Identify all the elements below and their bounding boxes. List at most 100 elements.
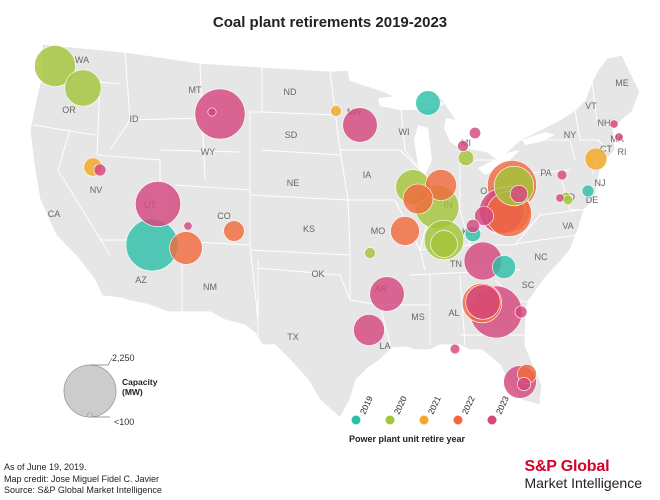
plant-bubble-la-2023	[353, 314, 385, 346]
size-legend-min-label: <100	[114, 417, 134, 427]
state-label-ia: IA	[363, 170, 372, 180]
state-label-ms: MS	[411, 312, 425, 322]
plant-bubble-ar-2023	[369, 276, 405, 312]
state-label-ca: CA	[48, 209, 61, 219]
plant-bubble-co-2022	[223, 220, 245, 242]
footnotes: As of June 19, 2019. Map credit: Jose Mi…	[4, 462, 162, 497]
state-label-nc: NC	[535, 252, 548, 262]
state-label-pa: PA	[540, 168, 551, 178]
plant-bubble-ky-2023	[465, 219, 480, 234]
plant-bubble-fl-2023	[516, 376, 531, 391]
size-legend-min-circle	[87, 412, 93, 418]
year-swatch-2019	[351, 415, 361, 425]
state-label-la: LA	[379, 341, 390, 351]
plant-bubbles	[34, 45, 624, 399]
state-label-va: VA	[562, 221, 573, 231]
footnote-source: Source: S&P Global Market Intelligence	[4, 485, 162, 495]
plant-bubble-mo-2022	[390, 216, 420, 246]
plant-bubble-mo-2020	[364, 247, 376, 259]
size-legend: 2,250 <100 Capacity (MW)	[63, 353, 160, 427]
plant-bubble-tn-2019	[492, 255, 516, 279]
color-legend-title: Power plant unit retire year	[349, 434, 466, 444]
year-label-2023: 2023	[494, 394, 511, 416]
plant-bubble-md-2023	[555, 193, 565, 203]
state-label-or: OR	[62, 105, 76, 115]
state-label-mt: MT	[189, 85, 202, 95]
size-legend-title-line1: Capacity	[122, 377, 158, 387]
plant-bubble-al-2023	[449, 343, 461, 355]
plant-bubble-wv-2023	[509, 185, 528, 204]
year-label-2020: 2020	[392, 394, 409, 416]
plant-bubble-pa-2023	[556, 169, 568, 181]
plant-bubble-ma-2023	[614, 132, 624, 142]
state-label-vt: VT	[585, 101, 597, 111]
state-label-nd: ND	[284, 87, 297, 97]
state-label-nv: NV	[90, 185, 103, 195]
year-label-2022: 2022	[460, 394, 477, 416]
year-swatch-2020	[385, 415, 395, 425]
year-swatch-2023	[487, 415, 497, 425]
plant-bubble-nh-2023	[609, 119, 619, 129]
plant-bubble-nv-2023	[93, 163, 107, 177]
size-legend-leader-max	[90, 357, 113, 366]
state-label-ri: RI	[618, 147, 627, 157]
state-label-id: ID	[130, 114, 140, 124]
plant-bubble-mi-2020	[457, 149, 475, 167]
footnote-date: As of June 19, 2019.	[4, 462, 87, 472]
plant-bubble-oh-2023	[474, 206, 494, 226]
state-label-ne: NE	[287, 178, 300, 188]
state-label-de: DE	[586, 195, 599, 205]
state-label-wa: WA	[75, 55, 89, 65]
state-label-oh: OH	[480, 186, 494, 196]
state-label-co: CO	[217, 211, 231, 221]
plant-bubble-wa-2020	[64, 69, 102, 107]
brand-name: S&P Global	[524, 458, 610, 475]
plant-bubble-mi-2023	[457, 140, 469, 152]
plant-bubble-ut-2023	[135, 181, 181, 227]
state-label-wi: WI	[399, 127, 410, 137]
state-label-nm: NM	[203, 282, 217, 292]
size-legend-title-line2: (MW)	[122, 387, 143, 397]
state-label-ok: OK	[311, 269, 324, 279]
plant-bubble-md-2020	[562, 194, 574, 206]
size-legend-title: Capacity (MW)	[122, 377, 160, 397]
map-title: Coal plant retirements 2019-2023	[212, 14, 448, 31]
state-label-ny: NY	[564, 130, 577, 140]
year-swatch-2022	[453, 415, 463, 425]
plant-bubble-wa-2020	[34, 45, 76, 87]
brand-division: Market Intelligence	[524, 475, 642, 491]
state-label-tx: TX	[287, 332, 299, 342]
state-label-sd: SD	[285, 130, 298, 140]
state-label-ks: KS	[303, 224, 315, 234]
plant-bubble-mi-2019	[415, 90, 441, 116]
plant-bubble-nm-2022	[169, 231, 203, 265]
plant-bubble-nj-2021	[584, 147, 608, 171]
plant-bubble-de-2019	[581, 184, 595, 198]
year-label-2019: 2019	[358, 394, 375, 416]
state-label-al: AL	[448, 308, 459, 318]
plant-bubble-mn-2023	[342, 107, 378, 143]
plant-bubble-ga-2023	[465, 284, 501, 320]
plant-bubble-mn-2021	[330, 105, 342, 117]
plant-bubble-mt-2023	[194, 88, 246, 140]
plant-bubble-co-2023	[183, 221, 193, 231]
state-label-wy: WY	[201, 147, 216, 157]
state-label-ct: CT	[600, 144, 612, 154]
state-label-sc: SC	[522, 280, 535, 290]
year-swatch-2021	[419, 415, 429, 425]
plant-bubble-sc-2023	[514, 305, 528, 319]
legend: 2,250 <100 Capacity (MW) 2019 2020 2021 202…	[63, 353, 511, 444]
plant-bubble-in-2022	[402, 183, 434, 215]
state-label-az: AZ	[135, 275, 147, 285]
year-legend: 2019 2020 2021 2022 2023	[351, 394, 511, 425]
plant-bubble-il-2020	[430, 230, 458, 258]
brand-logo: S&P Global Market Intelligence	[524, 458, 642, 491]
state-label-tn: TN	[450, 259, 462, 269]
state-label-nh: NH	[598, 118, 611, 128]
state-label-mo: MO	[371, 226, 386, 236]
footnote-credit: Map credit: Jose Miguel Fidel C. Javier	[4, 473, 160, 484]
plant-bubble-il-2022	[425, 169, 457, 201]
plant-bubble-mi-2023	[468, 127, 481, 140]
state-label-me: ME	[615, 78, 629, 88]
